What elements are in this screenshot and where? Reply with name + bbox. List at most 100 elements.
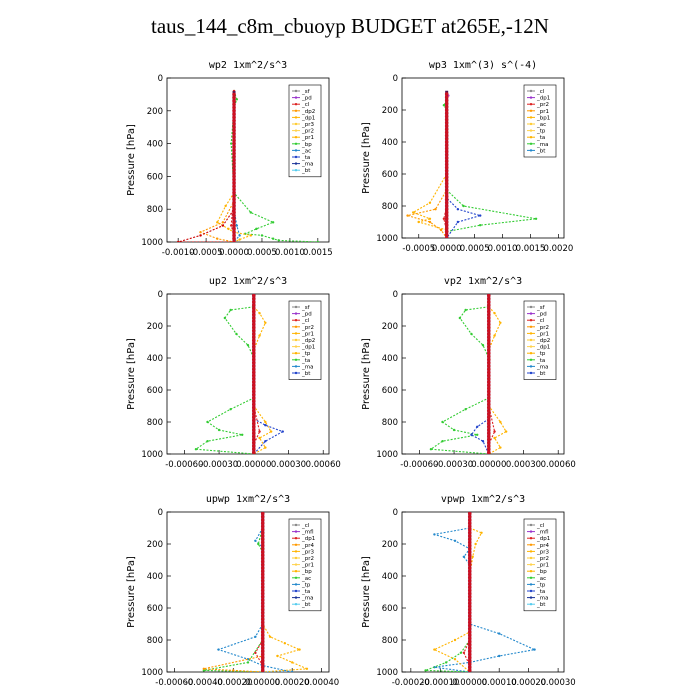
legend-entry: _mfl (301, 530, 314, 536)
profile-marker (486, 409, 491, 413)
profile-marker (486, 389, 491, 394)
data-point (290, 661, 294, 664)
legend-entry: _dp1 (536, 345, 550, 351)
plot-frame (166, 511, 330, 673)
data-point (444, 661, 448, 664)
profile-marker (260, 527, 265, 532)
x-tick-label: -0.00020 (392, 678, 430, 688)
profile-marker (467, 569, 472, 573)
profile-marker (467, 623, 472, 628)
profile-marker (486, 437, 491, 442)
data-point (305, 667, 309, 670)
data-point (476, 433, 479, 436)
data-point (230, 142, 233, 145)
legend-marker (529, 345, 533, 348)
data-point (254, 635, 257, 638)
plot-area (406, 90, 538, 238)
profile-marker (486, 341, 491, 346)
legend-entry: _ac (301, 148, 311, 154)
profile-marker (251, 329, 256, 333)
y-tick-label: 1000 (376, 234, 398, 244)
profile-marker (444, 137, 449, 141)
profile-marker (260, 534, 265, 538)
series-line-pr2 (253, 306, 272, 454)
profile-marker (486, 370, 491, 375)
data-point (433, 533, 436, 536)
data-point (258, 430, 261, 433)
profile-marker (444, 226, 449, 231)
profile-marker (486, 316, 491, 320)
profile-marker (251, 370, 256, 375)
data-point (498, 654, 501, 658)
legend: _sf_pd_cl_dp2_dp1_pr3_pr2_pr1_bp_ac_ta_m… (288, 84, 322, 178)
profile-marker (260, 585, 265, 589)
profile-marker (232, 99, 236, 103)
data-point (428, 201, 432, 204)
legend-entry: _ma (301, 162, 313, 168)
x-tick-label: 0.00030 (271, 460, 306, 470)
legend-entry: _bp (301, 142, 312, 148)
profile-marker (444, 220, 449, 224)
series-line-dp1 (178, 91, 235, 242)
profile-marker (467, 652, 472, 657)
profile-marker (260, 659, 265, 663)
profile-marker (444, 194, 449, 199)
legend-marker (529, 149, 533, 152)
data-point (254, 651, 257, 654)
profile-marker (232, 128, 236, 133)
legend-entry: _cl (536, 523, 545, 529)
legend-marker (294, 109, 298, 113)
data-point (277, 239, 280, 242)
data-point (504, 430, 508, 433)
profile-marker (444, 146, 449, 151)
legend-marker (294, 162, 298, 165)
data-point (224, 204, 227, 208)
legend-marker (529, 603, 533, 606)
legend-entry: _cl (536, 318, 545, 324)
profile-marker (232, 213, 236, 218)
legend-marker (529, 103, 533, 106)
profile-marker (444, 172, 449, 176)
profile-marker (444, 213, 449, 218)
profile-marker (251, 313, 256, 317)
legend-marker (294, 543, 298, 546)
series-line-pr1 (199, 91, 235, 242)
data-point (264, 321, 267, 324)
x-tick-label: 0.00000 (236, 460, 271, 470)
legend-marker (529, 537, 533, 540)
data-point (417, 220, 420, 224)
data-point (533, 648, 536, 651)
y-axis-label: Pressure [hPa] (361, 556, 372, 628)
data-point (442, 217, 446, 220)
profile-marker (444, 114, 449, 119)
plot-area (194, 294, 285, 454)
data-point (258, 334, 261, 337)
profile-marker (467, 579, 472, 583)
profile-marker (467, 543, 472, 548)
legend-marker (294, 589, 298, 593)
data-point (493, 436, 496, 440)
profile-marker (486, 396, 491, 400)
profile-marker (260, 563, 265, 567)
legend-marker (529, 358, 533, 361)
y-tick-label: 0 (393, 290, 398, 300)
series-line-ac (434, 527, 537, 672)
profile-marker (486, 399, 491, 404)
chart-panel-6: vpwp 1xm^2/s^3 Pressure [hPa] 0 200 400 600 80… (361, 494, 576, 688)
profile-marker (232, 125, 236, 129)
legend-marker (529, 312, 533, 315)
legend-marker (294, 116, 298, 119)
profile-marker (444, 181, 449, 186)
data-point (194, 448, 198, 451)
data-point (433, 648, 436, 651)
profile-marker (467, 636, 472, 641)
data-point (260, 234, 264, 237)
profile-marker (232, 92, 236, 97)
profile-marker (251, 354, 256, 359)
profile-marker (467, 588, 472, 593)
y-tick-label: 800 (382, 418, 398, 428)
legend-entry: _sf (301, 89, 311, 95)
legend-entry: _pr2 (301, 556, 314, 562)
profile-marker (486, 450, 491, 454)
y-tick-label: 200 (147, 107, 163, 117)
